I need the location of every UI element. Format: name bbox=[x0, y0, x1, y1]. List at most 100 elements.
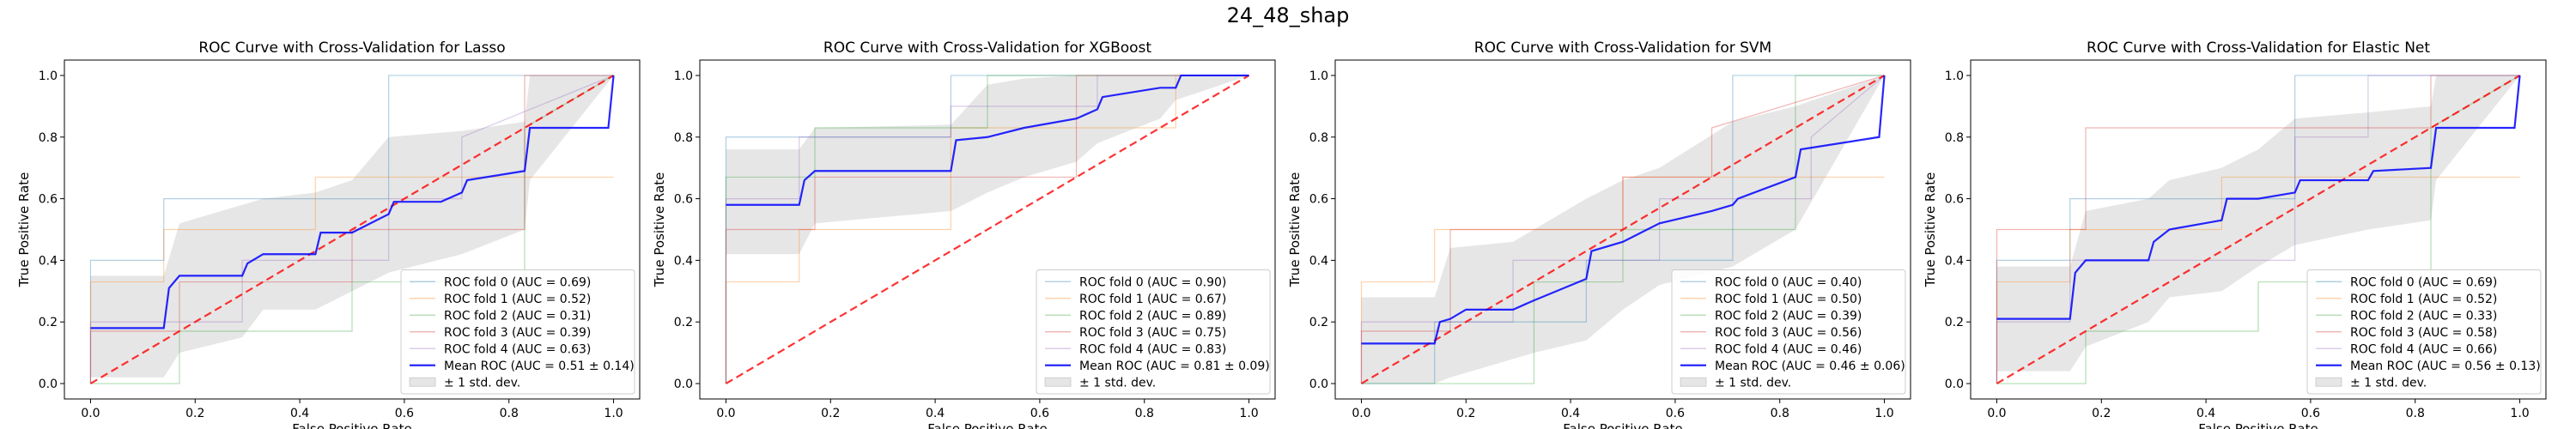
roc-fold-2-line bbox=[90, 75, 614, 384]
chance-line bbox=[1996, 75, 2521, 384]
legend-fold-4: ROC fold 4 (AUC = 0.66) bbox=[2350, 342, 2497, 356]
legend-fold-0: ROC fold 0 (AUC = 0.69) bbox=[444, 275, 591, 289]
mean-roc-line bbox=[726, 74, 1249, 206]
legend-std-dev: ± 1 std. dev. bbox=[2350, 376, 2427, 390]
x-tick-label: 0.0 bbox=[81, 407, 100, 420]
x-tick-label: 0.8 bbox=[1771, 407, 1789, 420]
roc-fold-2-line bbox=[1996, 75, 2520, 384]
chart-title: ROC Curve with Cross-Validation for XGBo… bbox=[823, 39, 1152, 57]
legend: ROC fold 0 (AUC = 0.90) ROC fold 1 (AUC =… bbox=[1036, 269, 1271, 395]
x-tick-label: 0.6 bbox=[1030, 407, 1049, 420]
legend-box bbox=[1671, 269, 1906, 395]
x-tick-label: 0.6 bbox=[395, 407, 414, 420]
y-tick-label: 0.0 bbox=[1945, 378, 1964, 391]
y-tick-label: 0.2 bbox=[1945, 316, 1964, 329]
axes-frame bbox=[1334, 59, 1911, 400]
legend-mean-roc: Mean ROC (AUC = 0.46 ± 0.06) bbox=[1715, 360, 1905, 373]
legend-fold-0: ROC fold 0 (AUC = 0.40) bbox=[1715, 275, 1862, 289]
roc-fold-0-line bbox=[89, 75, 614, 384]
y-tick-label: 0.6 bbox=[1945, 193, 1964, 207]
y-tick-label: 0.4 bbox=[39, 254, 58, 268]
y-tick-label: 0.8 bbox=[1945, 131, 1964, 145]
std-dev-band bbox=[726, 75, 1249, 255]
axes-frame bbox=[699, 59, 1276, 400]
y-tick-label: 1.0 bbox=[1945, 69, 1964, 83]
legend-fold-3: ROC fold 3 (AUC = 0.39) bbox=[444, 326, 591, 340]
legend-fold-4: ROC fold 4 (AUC = 0.83) bbox=[1079, 342, 1226, 356]
roc-fold-2-line bbox=[725, 75, 1249, 384]
roc-fold-0-line bbox=[1361, 75, 1885, 384]
legend: ROC fold 0 (AUC = 0.40) ROC fold 1 (AUC =… bbox=[1671, 269, 1906, 395]
x-tick-label: 0.6 bbox=[2301, 407, 2320, 420]
y-tick-label: 0.8 bbox=[674, 131, 693, 145]
y-tick-label: 0.4 bbox=[674, 254, 693, 268]
y-tick-label: 0.6 bbox=[674, 193, 693, 207]
legend-box bbox=[400, 269, 635, 395]
mean-roc-line bbox=[90, 75, 615, 329]
legend-swatch bbox=[2315, 377, 2342, 387]
y-tick-label: 0.2 bbox=[1309, 316, 1328, 329]
legend-fold-3: ROC fold 3 (AUC = 0.58) bbox=[2350, 326, 2497, 340]
y-tick-label: 0.0 bbox=[674, 378, 693, 391]
legend-mean-roc: Mean ROC (AUC = 0.51 ± 0.14) bbox=[444, 360, 635, 373]
x-tick-label: 1.0 bbox=[1239, 407, 1258, 420]
legend-fold-2: ROC fold 2 (AUC = 0.39) bbox=[1715, 309, 1862, 323]
legend-fold-0: ROC fold 0 (AUC = 0.69) bbox=[2350, 275, 2497, 289]
x-tick-label: 0.0 bbox=[1352, 407, 1370, 420]
x-tick-label: 0.2 bbox=[185, 407, 204, 420]
chance-line bbox=[725, 75, 1250, 384]
axes-frame bbox=[1970, 59, 2547, 400]
y-tick-label: 0.8 bbox=[1309, 131, 1328, 145]
legend-swatch bbox=[409, 377, 436, 387]
x-tick-label: 0.4 bbox=[926, 407, 945, 420]
panel-elastic-net: 0.0 0.2 0.4 0.6 0.8 1.0 0.0 0.2 0.4 0.6 0.8 1.0 ROC … bbox=[1923, 39, 2547, 429]
roc-fold-3-line bbox=[89, 75, 614, 384]
chance-line bbox=[89, 75, 615, 384]
legend-box bbox=[1036, 269, 1271, 395]
y-tick-label: 0.2 bbox=[39, 316, 58, 329]
legend-fold-4: ROC fold 4 (AUC = 0.46) bbox=[1715, 342, 1862, 356]
x-tick-label: 0.2 bbox=[2092, 407, 2111, 420]
x-tick-label: 0.8 bbox=[500, 407, 519, 420]
y-tick-label: 0.2 bbox=[674, 316, 693, 329]
x-tick-label: 0.0 bbox=[1987, 407, 2006, 420]
x-tick-label: 1.0 bbox=[1874, 407, 1893, 420]
legend-fold-2: ROC fold 2 (AUC = 0.31) bbox=[444, 309, 591, 323]
legend-mean-roc: Mean ROC (AUC = 0.81 ± 0.09) bbox=[1079, 360, 1270, 373]
x-axis-label: False Positive Rate bbox=[292, 421, 411, 429]
legend-fold-1: ROC fold 1 (AUC = 0.67) bbox=[1079, 293, 1226, 306]
x-tick-label: 0.8 bbox=[1135, 407, 1154, 420]
axes-frame bbox=[64, 59, 641, 400]
chance-line bbox=[1360, 75, 1886, 384]
y-tick-label: 0.4 bbox=[1309, 254, 1328, 268]
y-tick-label: 1.0 bbox=[1309, 69, 1328, 83]
legend-fold-1: ROC fold 1 (AUC = 0.50) bbox=[1715, 293, 1862, 306]
legend-std-dev: ± 1 std. dev. bbox=[1079, 376, 1156, 390]
y-tick-label: 1.0 bbox=[39, 69, 58, 83]
chart-title: ROC Curve with Cross-Validation for Lass… bbox=[198, 39, 505, 57]
y-tick-label: 0.0 bbox=[39, 378, 58, 391]
legend-fold-0: ROC fold 0 (AUC = 0.90) bbox=[1079, 275, 1226, 289]
legend-fold-1: ROC fold 1 (AUC = 0.52) bbox=[2350, 293, 2497, 306]
std-dev-band bbox=[90, 75, 614, 378]
x-tick-label: 0.4 bbox=[1561, 407, 1580, 420]
x-tick-label: 0.2 bbox=[821, 407, 840, 420]
mean-roc-line bbox=[1996, 75, 2521, 320]
y-tick-label: 1.0 bbox=[674, 69, 693, 83]
y-axis-label: True Positive Rate bbox=[16, 172, 32, 288]
legend-fold-3: ROC fold 3 (AUC = 0.56) bbox=[1715, 326, 1862, 340]
x-tick-label: 0.0 bbox=[716, 407, 735, 420]
roc-fold-1-line bbox=[1996, 176, 2520, 384]
y-tick-label: 0.6 bbox=[1309, 193, 1328, 207]
roc-fold-4-line bbox=[1996, 75, 2520, 384]
chart-title: ROC Curve with Cross-Validation for SVM bbox=[1474, 39, 1771, 57]
roc-fold-2-line bbox=[1361, 75, 1885, 384]
roc-fold-4-line bbox=[725, 75, 1249, 384]
roc-fold-1-line bbox=[725, 75, 1249, 384]
y-axis-label: True Positive Rate bbox=[652, 172, 667, 288]
roc-fold-0-line bbox=[1996, 75, 2520, 384]
legend-swatch bbox=[1044, 377, 1072, 387]
roc-fold-4-line bbox=[1360, 75, 1885, 384]
y-tick-label: 0.6 bbox=[39, 193, 58, 207]
